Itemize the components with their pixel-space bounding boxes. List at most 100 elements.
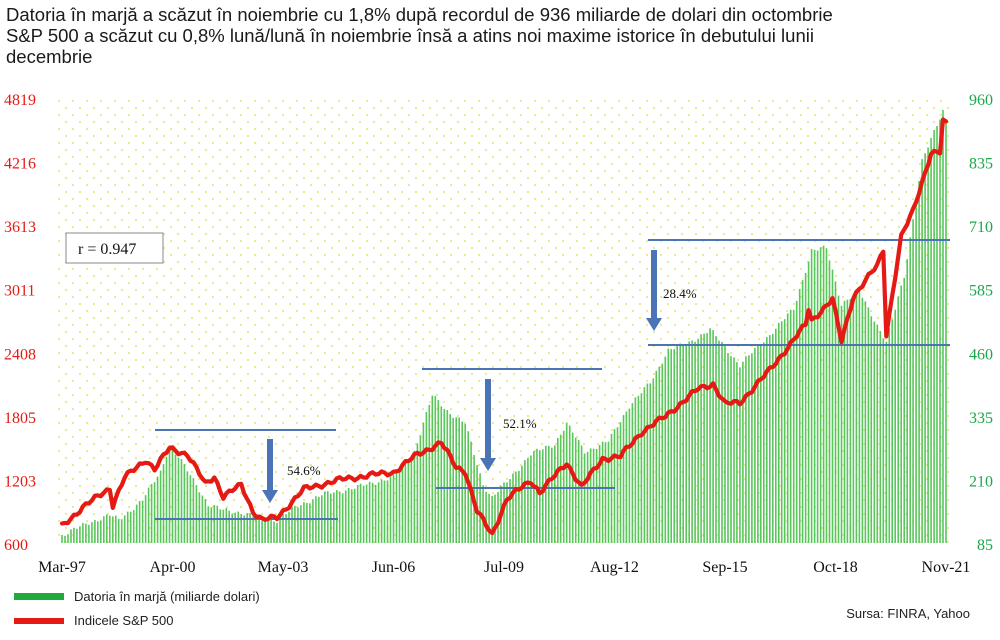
margin-debt-bar-225 <box>733 357 735 543</box>
margin-debt-bar-56 <box>228 510 230 543</box>
margin-debt-bar-287 <box>918 180 920 543</box>
margin-debt-bar-10 <box>91 522 93 543</box>
margin-debt-bar-166 <box>557 438 559 543</box>
margin-debt-bar-43 <box>189 475 192 543</box>
margin-debt-bar-60 <box>240 514 242 543</box>
margin-debt-bar-211 <box>691 340 693 543</box>
margin-debt-bar-62 <box>246 513 248 543</box>
x-tick-label: May-03 <box>258 559 309 576</box>
plot-background <box>58 96 950 544</box>
margin-debt-bar-48 <box>204 499 207 543</box>
right-tick-label: 710 <box>969 219 993 236</box>
margin-debt-bar-116 <box>407 461 410 543</box>
margin-debt-bar-224 <box>730 356 732 543</box>
margin-debt-bar-61 <box>243 515 245 543</box>
margin-debt-bar-122 <box>425 412 428 543</box>
margin-debt-bar-104 <box>371 482 374 543</box>
margin-debt-bar-0 <box>61 534 63 543</box>
margin-debt-bar-140 <box>479 473 481 543</box>
margin-debt-bar-187 <box>619 422 622 543</box>
margin-debt-bar-262 <box>843 300 846 543</box>
margin-debt-bar-95 <box>344 490 347 543</box>
legend-item-sp500: Indicele S&P 500 <box>14 613 174 628</box>
margin-debt-bar-177 <box>589 448 592 543</box>
legend-label-line: Indicele S&P 500 <box>74 613 174 628</box>
margin-debt-bar-13 <box>100 520 102 543</box>
margin-debt-bar-14 <box>103 516 105 543</box>
margin-debt-bar-129 <box>446 410 449 543</box>
margin-debt-bar-229 <box>745 356 747 543</box>
margin-debt-bar-248 <box>801 280 804 543</box>
margin-debt-bar-295 <box>942 109 944 544</box>
margin-debt-bar-74 <box>282 514 284 543</box>
margin-debt-bar-148 <box>503 482 505 543</box>
margin-debt-bar-70 <box>270 519 272 543</box>
margin-debt-bar-272 <box>873 321 876 543</box>
margin-debt-bar-222 <box>724 346 726 543</box>
margin-debt-bar-282 <box>903 277 905 543</box>
left-tick-label: 1805 <box>4 410 36 427</box>
margin-debt-bar-270 <box>867 307 870 543</box>
margin-debt-bar-103 <box>368 481 371 543</box>
title-line-2: S&P 500 a scăzut cu 0,8% lună/lună în no… <box>6 25 814 46</box>
margin-debt-bar-131 <box>452 417 454 543</box>
margin-debt-bar-174 <box>580 445 583 543</box>
margin-debt-bar-124 <box>431 395 434 543</box>
margin-debt-bar-109 <box>386 480 389 543</box>
margin-debt-bar-286 <box>915 202 917 543</box>
x-tick-label: Nov-21 <box>922 559 971 576</box>
margin-debt-bar-183 <box>607 441 610 543</box>
right-axis-ticks: 960 835 710 585 460 335 210 85 <box>969 92 993 554</box>
margin-debt-bar-83 <box>309 503 311 543</box>
margin-debt-bar-38 <box>174 454 177 543</box>
margin-debt-bar-291 <box>930 137 932 543</box>
margin-debt-bar-128 <box>443 408 446 543</box>
margin-debt-bar-227 <box>739 367 741 543</box>
margin-debt-bar-126 <box>437 400 440 543</box>
margin-debt-bar-210 <box>688 341 690 543</box>
margin-debt-bar-143 <box>488 493 490 543</box>
margin-debt-bar-132 <box>455 417 457 543</box>
x-tick-label: Mar-97 <box>38 559 86 576</box>
right-tick-label: 210 <box>969 473 993 490</box>
margin-debt-bar-181 <box>601 441 604 543</box>
margin-debt-bar-252 <box>813 249 816 544</box>
margin-debt-bar-119 <box>416 443 419 543</box>
margin-debt-bar-68 <box>264 521 266 543</box>
margin-debt-bar-25 <box>135 504 138 543</box>
margin-debt-bar-63 <box>249 513 251 543</box>
left-tick-label: 600 <box>4 537 28 554</box>
margin-debt-bar-6 <box>79 526 81 543</box>
margin-debt-bar-251 <box>810 249 813 543</box>
margin-debt-bar-243 <box>786 313 789 543</box>
margin-debt-bar-4 <box>73 527 75 543</box>
margin-debt-bar-179 <box>595 449 598 543</box>
margin-debt-bar-36 <box>168 445 171 543</box>
margin-debt-bar-191 <box>631 403 634 543</box>
left-tick-label: 3613 <box>4 219 36 236</box>
left-tick-label: 4216 <box>4 156 36 173</box>
margin-debt-bar-239 <box>775 328 777 543</box>
margin-debt-bar-92 <box>336 490 338 543</box>
margin-debt-bar-33 <box>159 470 162 543</box>
margin-debt-bar-152 <box>515 471 517 543</box>
margin-debt-bar-32 <box>156 476 159 543</box>
margin-debt-bar-114 <box>401 463 404 543</box>
margin-debt-bar-208 <box>682 345 684 543</box>
margin-debt-bar-64 <box>252 516 254 543</box>
margin-debt-bar-165 <box>554 445 556 543</box>
margin-debt-bar-258 <box>831 269 834 543</box>
margin-debt-bar-266 <box>855 290 858 543</box>
margin-debt-bar-241 <box>780 321 783 543</box>
margin-debt-bar-278 <box>891 319 893 543</box>
margin-debt-bar-170 <box>568 425 571 543</box>
margin-debt-bar-29 <box>147 487 150 543</box>
margin-debt-bar-139 <box>476 465 478 543</box>
margin-debt-bar-94 <box>341 493 344 543</box>
margin-debt-bar-232 <box>754 347 756 543</box>
margin-debt-bar-280 <box>897 296 899 543</box>
margin-debt-bar-23 <box>129 511 132 543</box>
margin-debt-bar-242 <box>783 319 786 543</box>
margin-debt-bar-289 <box>924 153 926 544</box>
